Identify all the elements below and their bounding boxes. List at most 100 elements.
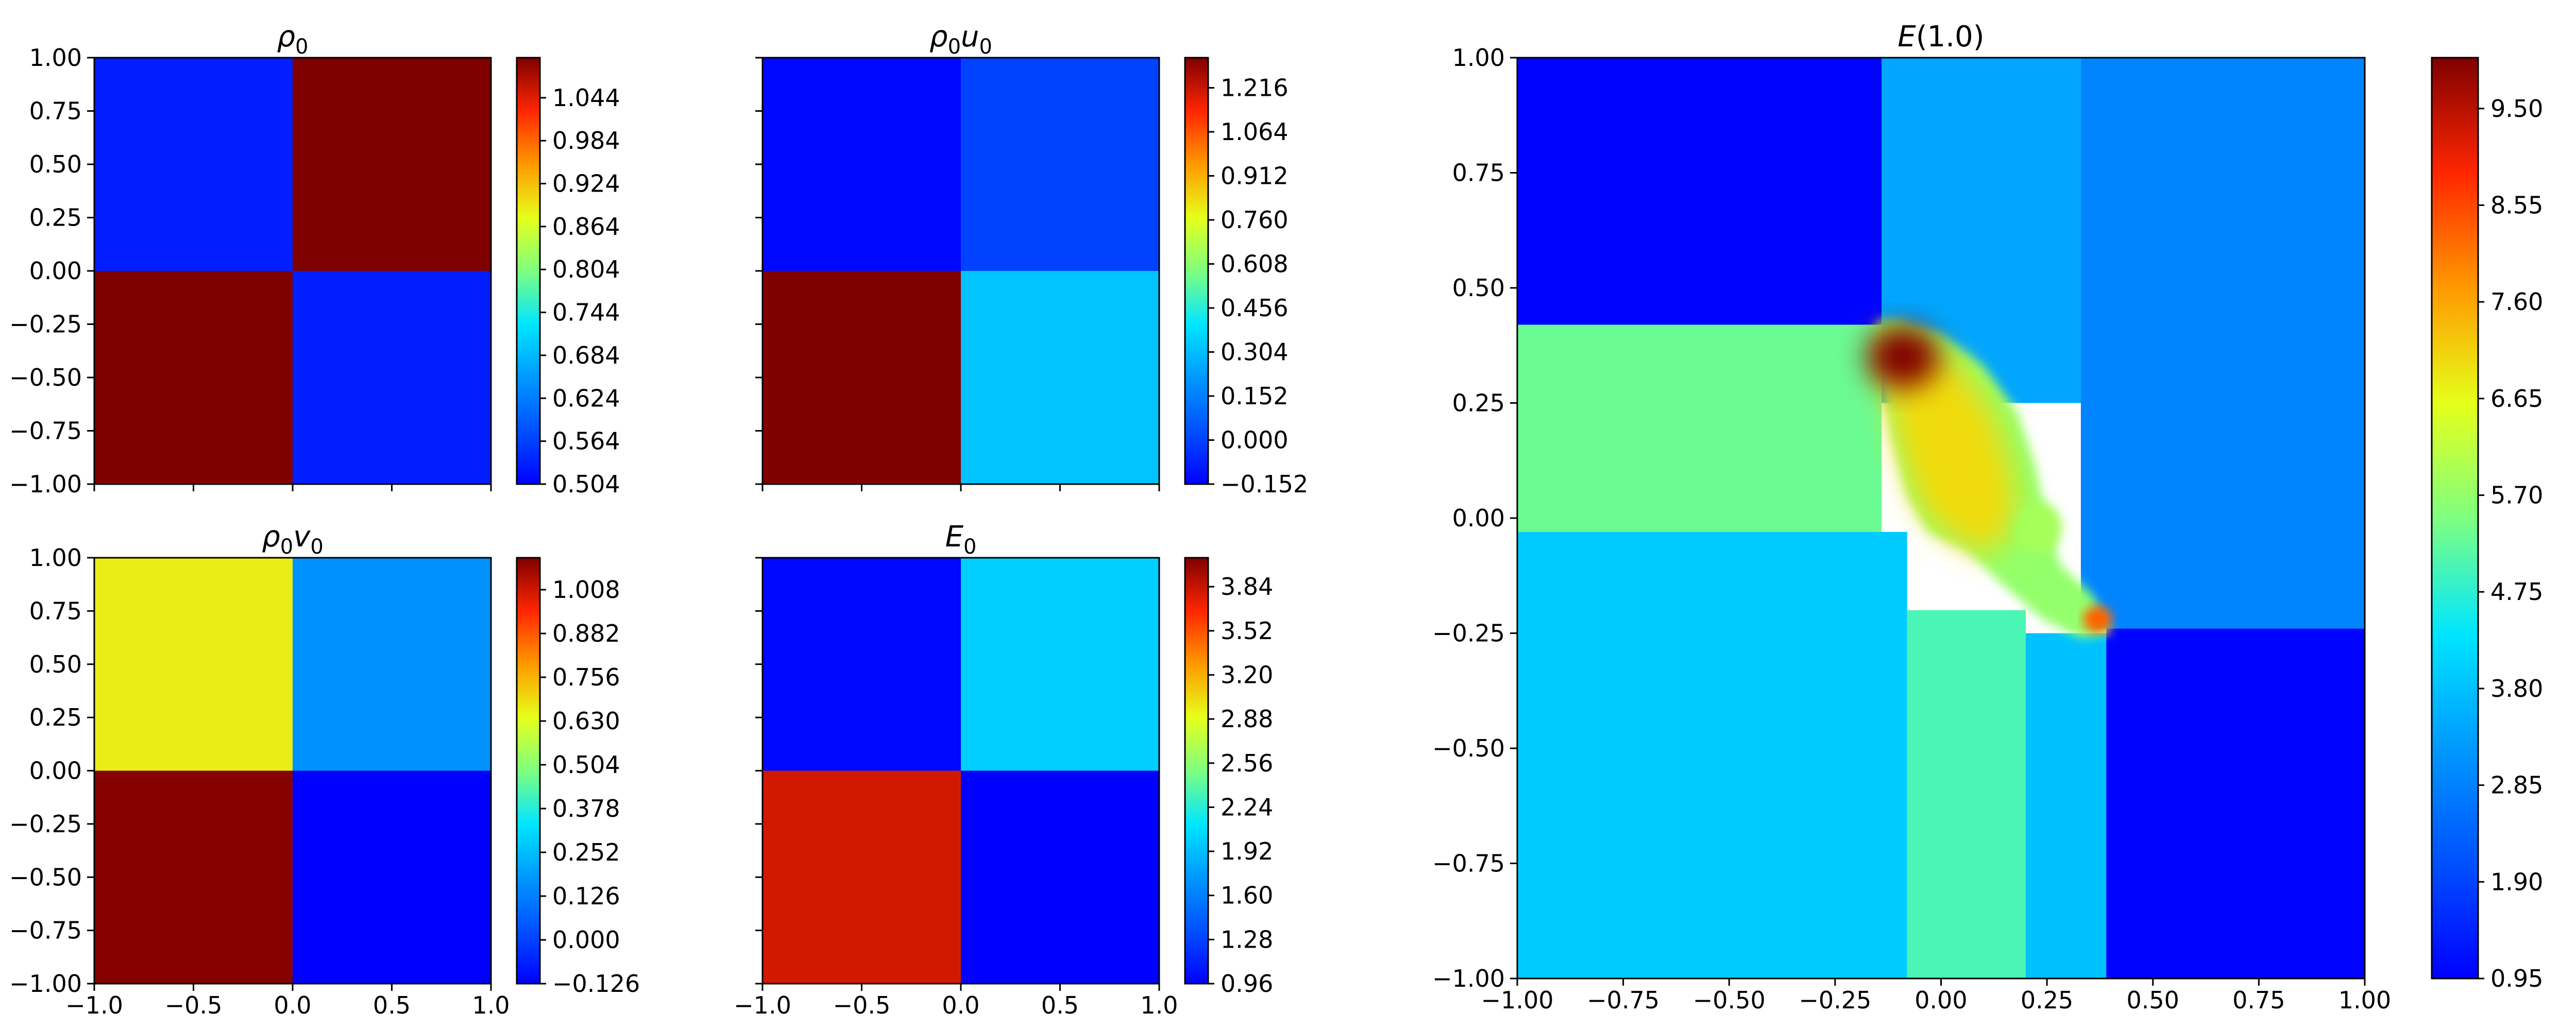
- cell-bottom-left: [762, 770, 961, 984]
- title-symbol: ρ: [262, 520, 280, 554]
- x-tick-label: −0.50: [1693, 986, 1766, 1014]
- colorbar-tick-label: 1.008: [552, 576, 620, 604]
- y-tick-label: 0.00: [29, 257, 82, 285]
- y-tick-label: 0.50: [1452, 274, 1505, 302]
- colorbar-tick-label: 0.608: [1221, 250, 1289, 278]
- y-tick-label: 0.75: [1452, 159, 1505, 187]
- colorbar-tick-label: 0.624: [552, 384, 620, 412]
- x-tick-label: 0.75: [2232, 986, 2285, 1014]
- cell-bottom-right: [961, 770, 1159, 984]
- y-tick-label: −0.75: [9, 917, 82, 945]
- title-subscript: 0: [295, 35, 308, 59]
- colorbar-tick-label: 2.56: [1221, 749, 1273, 777]
- colorbar-tick-label: 0.984: [552, 127, 620, 154]
- colorbar-tick-label: 6.65: [2490, 385, 2543, 413]
- region-lower-right: [2106, 628, 2365, 978]
- title-symbol: ρ: [277, 20, 296, 54]
- x-tick-label: 0.0: [274, 991, 311, 1019]
- plot-layer: 1.000.750.500.250.00−0.25−0.50−0.75−1.00…: [9, 20, 2543, 1019]
- region-lower-middle: [1907, 610, 2026, 978]
- y-tick-label: −0.25: [1432, 620, 1505, 647]
- panel-title-3: E0: [945, 520, 977, 559]
- colorbar-tick-label: 0.96: [1221, 970, 1273, 998]
- cell-top-left: [762, 558, 961, 771]
- x-tick-label: 1.0: [1140, 991, 1178, 1019]
- y-tick-label: 1.00: [29, 544, 82, 572]
- cell-top-left: [762, 58, 961, 271]
- panel-title-4: E(1.0): [1897, 20, 1984, 54]
- x-tick-label: 0.25: [2021, 986, 2073, 1014]
- cell-top-right: [961, 558, 1159, 771]
- cell-top-left: [94, 558, 293, 771]
- cell-bottom-right: [293, 770, 491, 984]
- y-tick-label: −0.50: [9, 863, 82, 891]
- y-tick-label: −0.25: [9, 810, 82, 838]
- colorbar-tick-label: 0.924: [552, 170, 620, 198]
- region-upper-left: [1517, 58, 1882, 325]
- colorbar-tick-label: 0.126: [552, 882, 620, 910]
- x-tick-label: 0.50: [2127, 986, 2179, 1014]
- colorbar-tick-label: −0.126: [552, 970, 640, 998]
- colorbar-tick-label: 9.50: [2490, 95, 2543, 123]
- x-tick-label: 0.00: [1914, 986, 1967, 1014]
- y-tick-label: −0.25: [9, 311, 82, 338]
- x-tick-label: 0.5: [1041, 991, 1079, 1019]
- x-tick-label: −0.5: [833, 991, 891, 1019]
- y-tick-label: 0.00: [29, 757, 82, 785]
- colorbar-frame-4: [2431, 57, 2479, 980]
- y-tick-label: 0.25: [29, 703, 82, 731]
- title-subscript: 0: [280, 535, 293, 559]
- shock-peak-lower: [2083, 606, 2112, 633]
- colorbar-tick-label: 3.84: [1221, 573, 1273, 600]
- colorbar-tick-label: 1.044: [552, 84, 620, 112]
- cell-top-right: [293, 58, 491, 271]
- colorbar-tick-label: 1.064: [1221, 118, 1289, 146]
- colorbar-tick-label: 0.378: [552, 795, 620, 822]
- shock-bubble-body: [1882, 334, 2018, 555]
- colorbar-tick-label: 1.60: [1221, 882, 1273, 909]
- x-tick-label: −1.0: [65, 991, 123, 1019]
- colorbar-frame-0: [516, 57, 541, 485]
- colorbar-frame-1: [1184, 57, 1209, 485]
- colorbar-tick-label: 0.882: [552, 620, 620, 647]
- y-tick-label: 0.00: [1452, 504, 1505, 532]
- colorbar-tick-label: 0.456: [1221, 294, 1289, 322]
- colorbar-tick-label: 5.70: [2490, 482, 2543, 509]
- title-symbol: E: [945, 520, 964, 554]
- cell-top-left: [94, 58, 293, 271]
- title-subscript-2: 0: [310, 535, 323, 559]
- colorbar-tick-label: 0.252: [552, 838, 620, 866]
- colorbar-tick-label: 2.85: [2490, 771, 2543, 799]
- energy-field: [1517, 58, 2365, 978]
- cell-bottom-right: [293, 271, 491, 484]
- colorbar-tick-label: 2.24: [1221, 793, 1273, 821]
- cell-bottom-right: [961, 271, 1159, 484]
- y-tick-label: 0.25: [29, 204, 82, 232]
- cell-bottom-left: [94, 770, 293, 984]
- shock-peak-upper: [1867, 326, 1939, 388]
- panel-title-1: ρ0u0: [929, 20, 992, 59]
- y-tick-label: 1.00: [29, 44, 82, 72]
- cell-top-right: [961, 58, 1159, 271]
- title-symbol-2: (1.0): [1916, 20, 1985, 54]
- x-tick-label: 0.5: [373, 991, 411, 1019]
- region-left-band: [1517, 324, 1882, 532]
- colorbar-frame-2: [516, 557, 541, 985]
- colorbar-tick-label: 0.504: [552, 751, 620, 779]
- y-tick-label: 0.50: [29, 150, 82, 178]
- cell-bottom-left: [94, 271, 293, 484]
- title-symbol-2: u: [961, 20, 979, 54]
- title-symbol: ρ: [929, 20, 948, 54]
- y-tick-label: −0.75: [9, 417, 82, 445]
- colorbar-tick-label: 4.75: [2490, 578, 2543, 606]
- colorbar-4: [2432, 58, 2478, 978]
- colorbar-tick-label: 0.304: [1221, 338, 1289, 366]
- title-subscript: 0: [948, 35, 961, 59]
- x-tick-label: −1.0: [734, 991, 791, 1019]
- colorbar-tick-label: 0.152: [1221, 382, 1289, 410]
- panel-title-2: ρ0v0: [262, 520, 324, 559]
- y-tick-label: 0.25: [1452, 389, 1505, 417]
- colorbar-tick-label: 1.92: [1221, 837, 1273, 865]
- y-tick-label: 0.50: [29, 650, 82, 678]
- y-tick-label: −1.00: [9, 970, 82, 998]
